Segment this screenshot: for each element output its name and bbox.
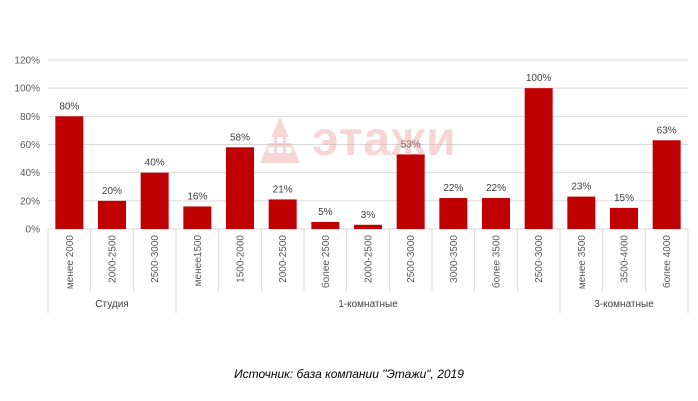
data-label: 53% <box>401 139 421 150</box>
group-label: Студия <box>95 299 128 310</box>
bar <box>610 207 638 229</box>
y-tick-label: 100% <box>14 84 40 95</box>
bar <box>396 154 425 229</box>
data-label: 100% <box>526 73 552 84</box>
bar <box>524 88 553 230</box>
x-axis-groups: Студия 1-комнатные 3-комнатные <box>47 292 689 313</box>
bar <box>98 200 126 229</box>
x-category-label: менее1500 <box>193 235 204 287</box>
y-tick-label: 60% <box>20 140 40 151</box>
x-category-label: более 3500 <box>491 235 503 288</box>
y-axis-ticks: 0% 20% 40% 60% 80% 100% 120% <box>14 56 40 236</box>
x-category-label: 3500-4000 <box>620 235 631 283</box>
y-tick-label: 80% <box>20 112 40 123</box>
group-label: 1-комнатные <box>338 299 398 310</box>
data-label: 20% <box>102 186 122 197</box>
data-label: 5% <box>318 207 333 218</box>
data-label: 3% <box>361 210 376 221</box>
x-category-label: менее 2000 <box>65 235 76 290</box>
y-tick-label: 40% <box>20 168 40 179</box>
x-category-label: более 2500 <box>320 235 332 288</box>
group-label: 3-комнатные <box>594 299 654 310</box>
data-labels: 80% 20% 40% 16% 58% 21% 5% 3% 53% 22% 22% 100% 23% 15… <box>59 73 676 221</box>
data-label: 63% <box>657 125 677 136</box>
x-category-label: 2500-3000 <box>534 235 545 283</box>
x-category-label: 2500-3000 <box>150 235 161 283</box>
bar <box>268 199 297 229</box>
x-category-label: 2000-2500 <box>364 235 375 283</box>
bar <box>55 116 84 229</box>
bar <box>567 196 596 229</box>
bars <box>55 88 681 230</box>
data-label: 40% <box>145 158 165 169</box>
source-caption: Источник: база компании "Этажи", 2019 <box>234 367 464 381</box>
data-label: 22% <box>443 183 463 194</box>
x-category-label: более 4000 <box>661 235 673 288</box>
bar <box>439 198 468 229</box>
bar <box>311 221 340 229</box>
bar <box>140 172 169 229</box>
y-tick-label: 0% <box>26 225 41 236</box>
data-label: 15% <box>614 193 634 204</box>
bar <box>482 198 510 229</box>
watermark: этажи <box>258 112 457 168</box>
data-label: 22% <box>486 183 506 194</box>
x-category-label: 2500-3000 <box>406 235 417 283</box>
x-category-label: 2000-2500 <box>108 235 119 283</box>
y-tick-label: 120% <box>14 56 40 67</box>
y-tick-label: 20% <box>20 196 40 207</box>
x-category-label: 1500-2000 <box>236 235 247 283</box>
bar <box>652 140 681 229</box>
x-category-label: менее 3500 <box>577 235 588 290</box>
data-label: 21% <box>273 184 293 195</box>
data-label: 16% <box>187 191 207 202</box>
x-category-label: 2000-2500 <box>278 235 289 283</box>
bar <box>226 147 254 229</box>
x-axis-categories: менее 2000 2000-2500 2500-3000 менее1500 150… <box>47 229 689 292</box>
bar <box>183 206 212 229</box>
building-logo-icon <box>260 117 300 163</box>
watermark-text: этажи <box>312 113 457 166</box>
data-label: 80% <box>59 101 79 112</box>
x-category-label: 3000-3500 <box>449 235 460 283</box>
data-label: 58% <box>230 132 250 143</box>
data-label: 23% <box>571 182 591 193</box>
bar <box>354 224 382 229</box>
